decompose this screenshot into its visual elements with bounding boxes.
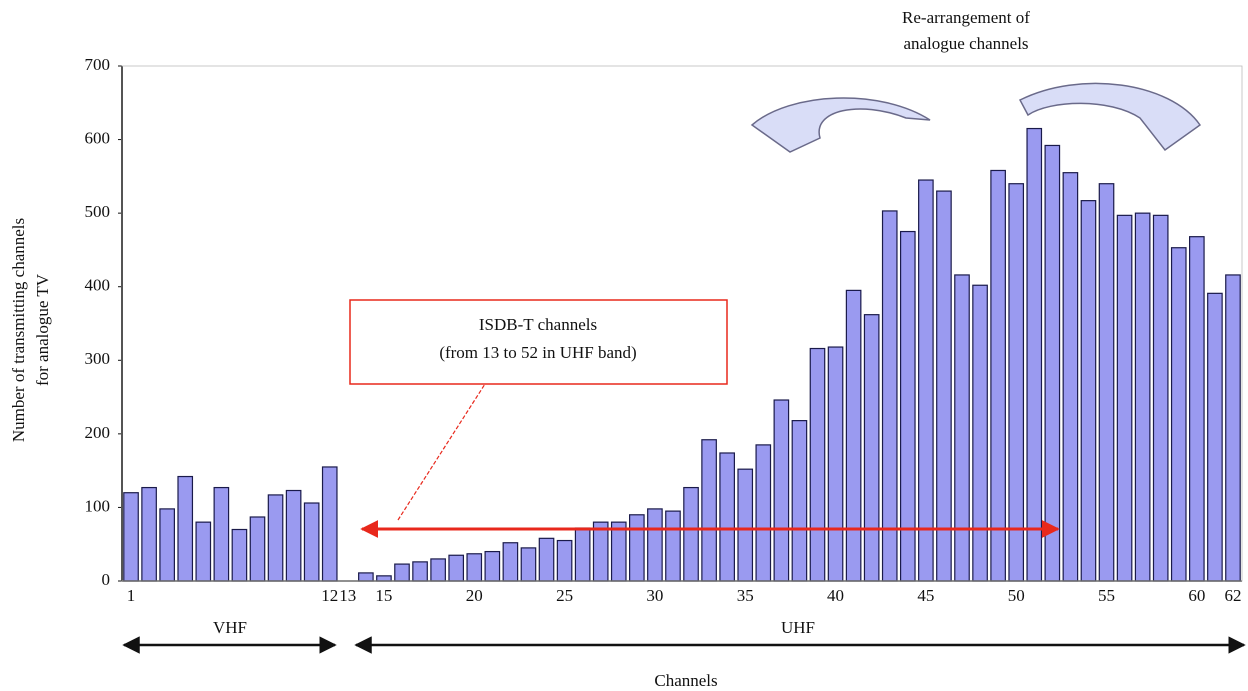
bar bbox=[267, 494, 284, 582]
bar bbox=[629, 514, 645, 582]
bar bbox=[954, 274, 970, 582]
bar bbox=[538, 537, 555, 582]
bar bbox=[592, 521, 609, 582]
bar bbox=[141, 486, 157, 582]
bar bbox=[845, 289, 862, 582]
y-label-line: for analogue TV bbox=[33, 273, 52, 386]
x-tick-label: 40 bbox=[827, 586, 844, 605]
axes bbox=[121, 65, 1243, 582]
curved-arrow-right bbox=[1018, 82, 1202, 152]
bar bbox=[683, 486, 699, 582]
x-tick-label: 20 bbox=[466, 586, 483, 605]
bar bbox=[1189, 236, 1205, 582]
bar bbox=[195, 521, 212, 582]
bar bbox=[936, 190, 952, 582]
bar bbox=[249, 516, 266, 582]
bar bbox=[520, 547, 537, 582]
y-tick-label: 500 bbox=[85, 202, 111, 221]
bar bbox=[1116, 214, 1133, 582]
bar bbox=[701, 439, 717, 582]
bar bbox=[863, 314, 880, 582]
bar bbox=[159, 508, 175, 582]
bar bbox=[827, 346, 844, 582]
title-line: Re-arrangement of bbox=[902, 8, 1030, 27]
x-tick-label: 35 bbox=[737, 586, 754, 605]
bar bbox=[1008, 183, 1025, 582]
bar bbox=[972, 284, 988, 582]
bar bbox=[1080, 200, 1097, 582]
bar bbox=[1134, 212, 1151, 582]
y-tick-label: 0 bbox=[102, 570, 111, 589]
bar bbox=[466, 553, 483, 582]
bar bbox=[719, 452, 735, 582]
x-tick-label: 30 bbox=[646, 586, 663, 605]
bar bbox=[1225, 274, 1241, 582]
curved-arrow-left bbox=[750, 97, 931, 153]
bar bbox=[809, 347, 826, 582]
y-label-line: Number of transmitting channels bbox=[9, 218, 28, 442]
bar bbox=[430, 558, 446, 582]
bar bbox=[412, 561, 428, 582]
bar bbox=[1152, 214, 1169, 582]
title-line: analogue channels bbox=[903, 34, 1028, 53]
bar bbox=[881, 210, 898, 582]
x-tick-label: 13 bbox=[339, 586, 356, 605]
bar bbox=[321, 466, 338, 582]
x-tick-label: 55 bbox=[1098, 586, 1115, 605]
bar bbox=[1098, 183, 1115, 582]
bar bbox=[1062, 172, 1079, 582]
y-tick-label: 300 bbox=[85, 349, 111, 368]
x-tick-label: 60 bbox=[1188, 586, 1205, 605]
bar bbox=[213, 486, 230, 582]
bar bbox=[647, 508, 663, 582]
annotation-pointer bbox=[397, 383, 486, 521]
bar bbox=[755, 444, 772, 582]
y-tick-label: 100 bbox=[85, 496, 111, 515]
bar bbox=[665, 510, 681, 582]
bar bbox=[285, 489, 302, 582]
bar bbox=[1170, 247, 1187, 582]
bar bbox=[448, 554, 465, 582]
annotation-line: (from 13 to 52 in UHF band) bbox=[439, 343, 636, 362]
bar bbox=[1044, 144, 1061, 582]
x-tick-label: 50 bbox=[1008, 586, 1025, 605]
bar bbox=[1026, 127, 1043, 582]
bar bbox=[502, 542, 519, 582]
bar bbox=[610, 521, 627, 582]
x-tick-label: 62 bbox=[1224, 586, 1241, 605]
bar bbox=[1207, 292, 1223, 582]
y-tick-label: 200 bbox=[85, 423, 111, 442]
bar bbox=[737, 468, 754, 582]
bar bbox=[574, 527, 591, 582]
bar bbox=[484, 550, 501, 582]
x-tick-label: 25 bbox=[556, 586, 573, 605]
x-tick-label: 45 bbox=[917, 586, 934, 605]
band-label: UHF bbox=[781, 618, 815, 637]
bar bbox=[177, 475, 194, 582]
plot-frame bbox=[121, 65, 1243, 582]
annotation-box bbox=[349, 299, 728, 385]
band-label: VHF bbox=[213, 618, 247, 637]
annotation-line: ISDB-T channels bbox=[479, 315, 597, 334]
y-tick-label: 400 bbox=[85, 276, 111, 295]
bar bbox=[791, 420, 808, 582]
bar bbox=[773, 399, 790, 582]
bar bbox=[918, 179, 934, 582]
x-tick-label: 15 bbox=[375, 586, 392, 605]
bar bbox=[394, 563, 410, 582]
bar bbox=[303, 502, 320, 582]
bar bbox=[556, 539, 573, 582]
y-tick-label: 600 bbox=[85, 128, 111, 147]
bar bbox=[358, 572, 374, 582]
bar bbox=[376, 575, 392, 582]
bar bbox=[231, 528, 248, 582]
x-axis-label: Channels bbox=[654, 671, 717, 690]
bar bbox=[123, 492, 139, 582]
y-tick-label: 700 bbox=[85, 55, 111, 74]
x-tick-label: 12 bbox=[321, 586, 338, 605]
bar bbox=[990, 169, 1006, 582]
x-tick-label: 1 bbox=[127, 586, 136, 605]
